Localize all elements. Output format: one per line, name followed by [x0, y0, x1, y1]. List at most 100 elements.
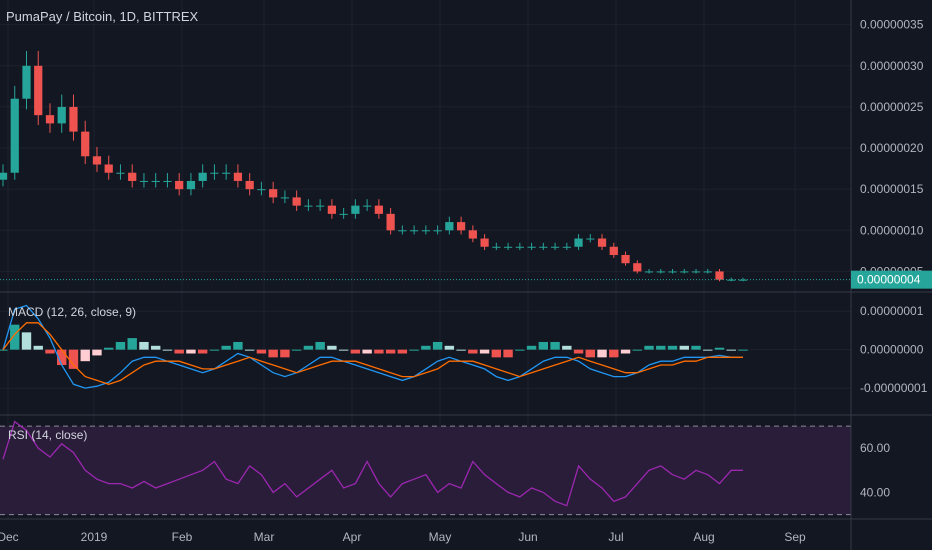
x-tick-label: May — [429, 530, 452, 544]
macd-histogram-bar — [162, 349, 173, 351]
candle-body — [586, 238, 595, 240]
y-tick-label-price: 0.00000035 — [860, 18, 924, 32]
candle-body — [386, 213, 395, 231]
macd-line — [2, 304, 743, 389]
macd-histogram-bar — [491, 349, 502, 358]
rsi-title[interactable]: RSI (14, close) — [8, 428, 87, 442]
macd-histogram-bar — [538, 341, 549, 350]
candle-body — [727, 279, 736, 281]
macd-histogram-bar — [597, 349, 607, 358]
macd-histogram-bar — [209, 349, 220, 351]
rsi-axis[interactable]: 60.00 40.00 — [860, 441, 890, 499]
candle-body — [492, 246, 501, 248]
candle-body — [550, 246, 560, 248]
rsi-line — [2, 420, 743, 507]
macd-histogram-bar — [186, 349, 196, 354]
macd-histogram-bar — [550, 341, 560, 350]
candle-body — [257, 189, 266, 191]
x-tick-label: Feb — [172, 530, 193, 544]
candle-body — [10, 98, 19, 173]
macd-histogram-bar — [139, 341, 149, 350]
macd-histogram-bar — [315, 341, 325, 350]
macd-histogram-bar — [10, 324, 20, 350]
candle-body — [715, 271, 724, 280]
candle-body — [398, 230, 407, 232]
candle-body — [163, 180, 172, 182]
macd-histogram-bar — [444, 345, 455, 350]
macd-histogram-bar — [115, 341, 126, 350]
macd-histogram-bar — [409, 349, 419, 351]
rsi-pane[interactable] — [2, 420, 743, 507]
macd-histogram-bar — [374, 349, 384, 354]
y-tick-label-rsi: 40.00 — [860, 485, 890, 499]
candle-body — [128, 172, 137, 181]
macd-histogram-bar — [104, 347, 114, 350]
x-tick-label: Jul — [608, 530, 623, 544]
rsi-band-fill — [0, 426, 851, 515]
candle-body — [539, 246, 548, 248]
candle-body — [351, 205, 360, 214]
x-tick-label: Mar — [254, 530, 275, 544]
macd-histogram-bar — [197, 349, 208, 354]
candle-body — [292, 197, 301, 206]
candle-body — [562, 246, 571, 248]
candle-body — [222, 172, 231, 174]
macd-histogram-bar — [479, 349, 490, 354]
candle-body — [186, 180, 196, 190]
candle-body — [34, 65, 43, 116]
candle-body — [703, 271, 712, 273]
macd-histogram-bar — [362, 349, 372, 354]
macd-histogram-bar — [738, 349, 748, 351]
candle-body — [621, 254, 630, 264]
x-tick-label: Apr — [343, 530, 362, 544]
macd-histogram-bar — [303, 345, 314, 350]
time-axis[interactable]: Dec 2019 Feb Mar Apr May Jun Jul Aug Sep — [0, 530, 806, 544]
macd-histogram-bar — [503, 349, 513, 358]
candle-body — [480, 238, 489, 247]
x-tick-label: 2019 — [81, 530, 108, 544]
macd-histogram-bar — [21, 332, 32, 350]
candle-body — [597, 238, 607, 247]
candle-body — [656, 271, 665, 273]
candle-body — [151, 180, 160, 182]
symbol-title[interactable]: PumaPay / Bitcoin, 1D, BITTREX — [6, 9, 199, 24]
macd-histogram-bar — [338, 349, 349, 351]
y-tick-label-macd: 0.00000001 — [860, 304, 924, 318]
macd-histogram-bar — [256, 349, 267, 354]
signal-line — [2, 322, 743, 385]
candle-body — [515, 246, 524, 248]
macd-histogram-bar — [233, 341, 243, 350]
macd-histogram-bar — [432, 341, 443, 350]
macd-histogram-bar — [350, 349, 361, 354]
x-tick-label: Aug — [693, 530, 714, 544]
macd-axis[interactable]: 0.00000001 0.00000000 -0.00000001 — [860, 304, 928, 395]
candle-body — [680, 271, 689, 273]
candle-body — [316, 205, 325, 207]
y-tick-label-price: 0.00000010 — [860, 223, 924, 237]
macd-histogram-bar — [280, 349, 290, 358]
candle-body — [245, 180, 254, 190]
macd-title[interactable]: MACD (12, 26, close, 9) — [8, 305, 136, 319]
candle-body — [644, 271, 654, 273]
y-tick-label-macd: -0.00000001 — [860, 381, 928, 395]
macd-histogram-bar — [221, 345, 231, 350]
candle-body — [22, 65, 31, 99]
price-pane[interactable] — [0, 50, 748, 282]
macd-histogram-bar — [92, 349, 102, 356]
macd-histogram-bar — [68, 349, 79, 369]
macd-histogram-bar — [515, 349, 525, 351]
candle-body — [327, 205, 336, 214]
candle-body — [374, 205, 383, 214]
macd-pane[interactable] — [0, 304, 748, 389]
macd-histogram-bar — [609, 349, 619, 358]
macd-histogram-bar — [45, 349, 55, 354]
candle-body — [456, 222, 466, 231]
macd-histogram-bar — [585, 349, 595, 358]
macd-histogram-bar — [385, 349, 396, 354]
macd-histogram-bar — [679, 345, 689, 350]
candle-body — [410, 230, 419, 232]
x-tick-label: Sep — [784, 530, 806, 544]
candle-body — [69, 106, 78, 132]
macd-histogram-bar — [244, 349, 255, 351]
